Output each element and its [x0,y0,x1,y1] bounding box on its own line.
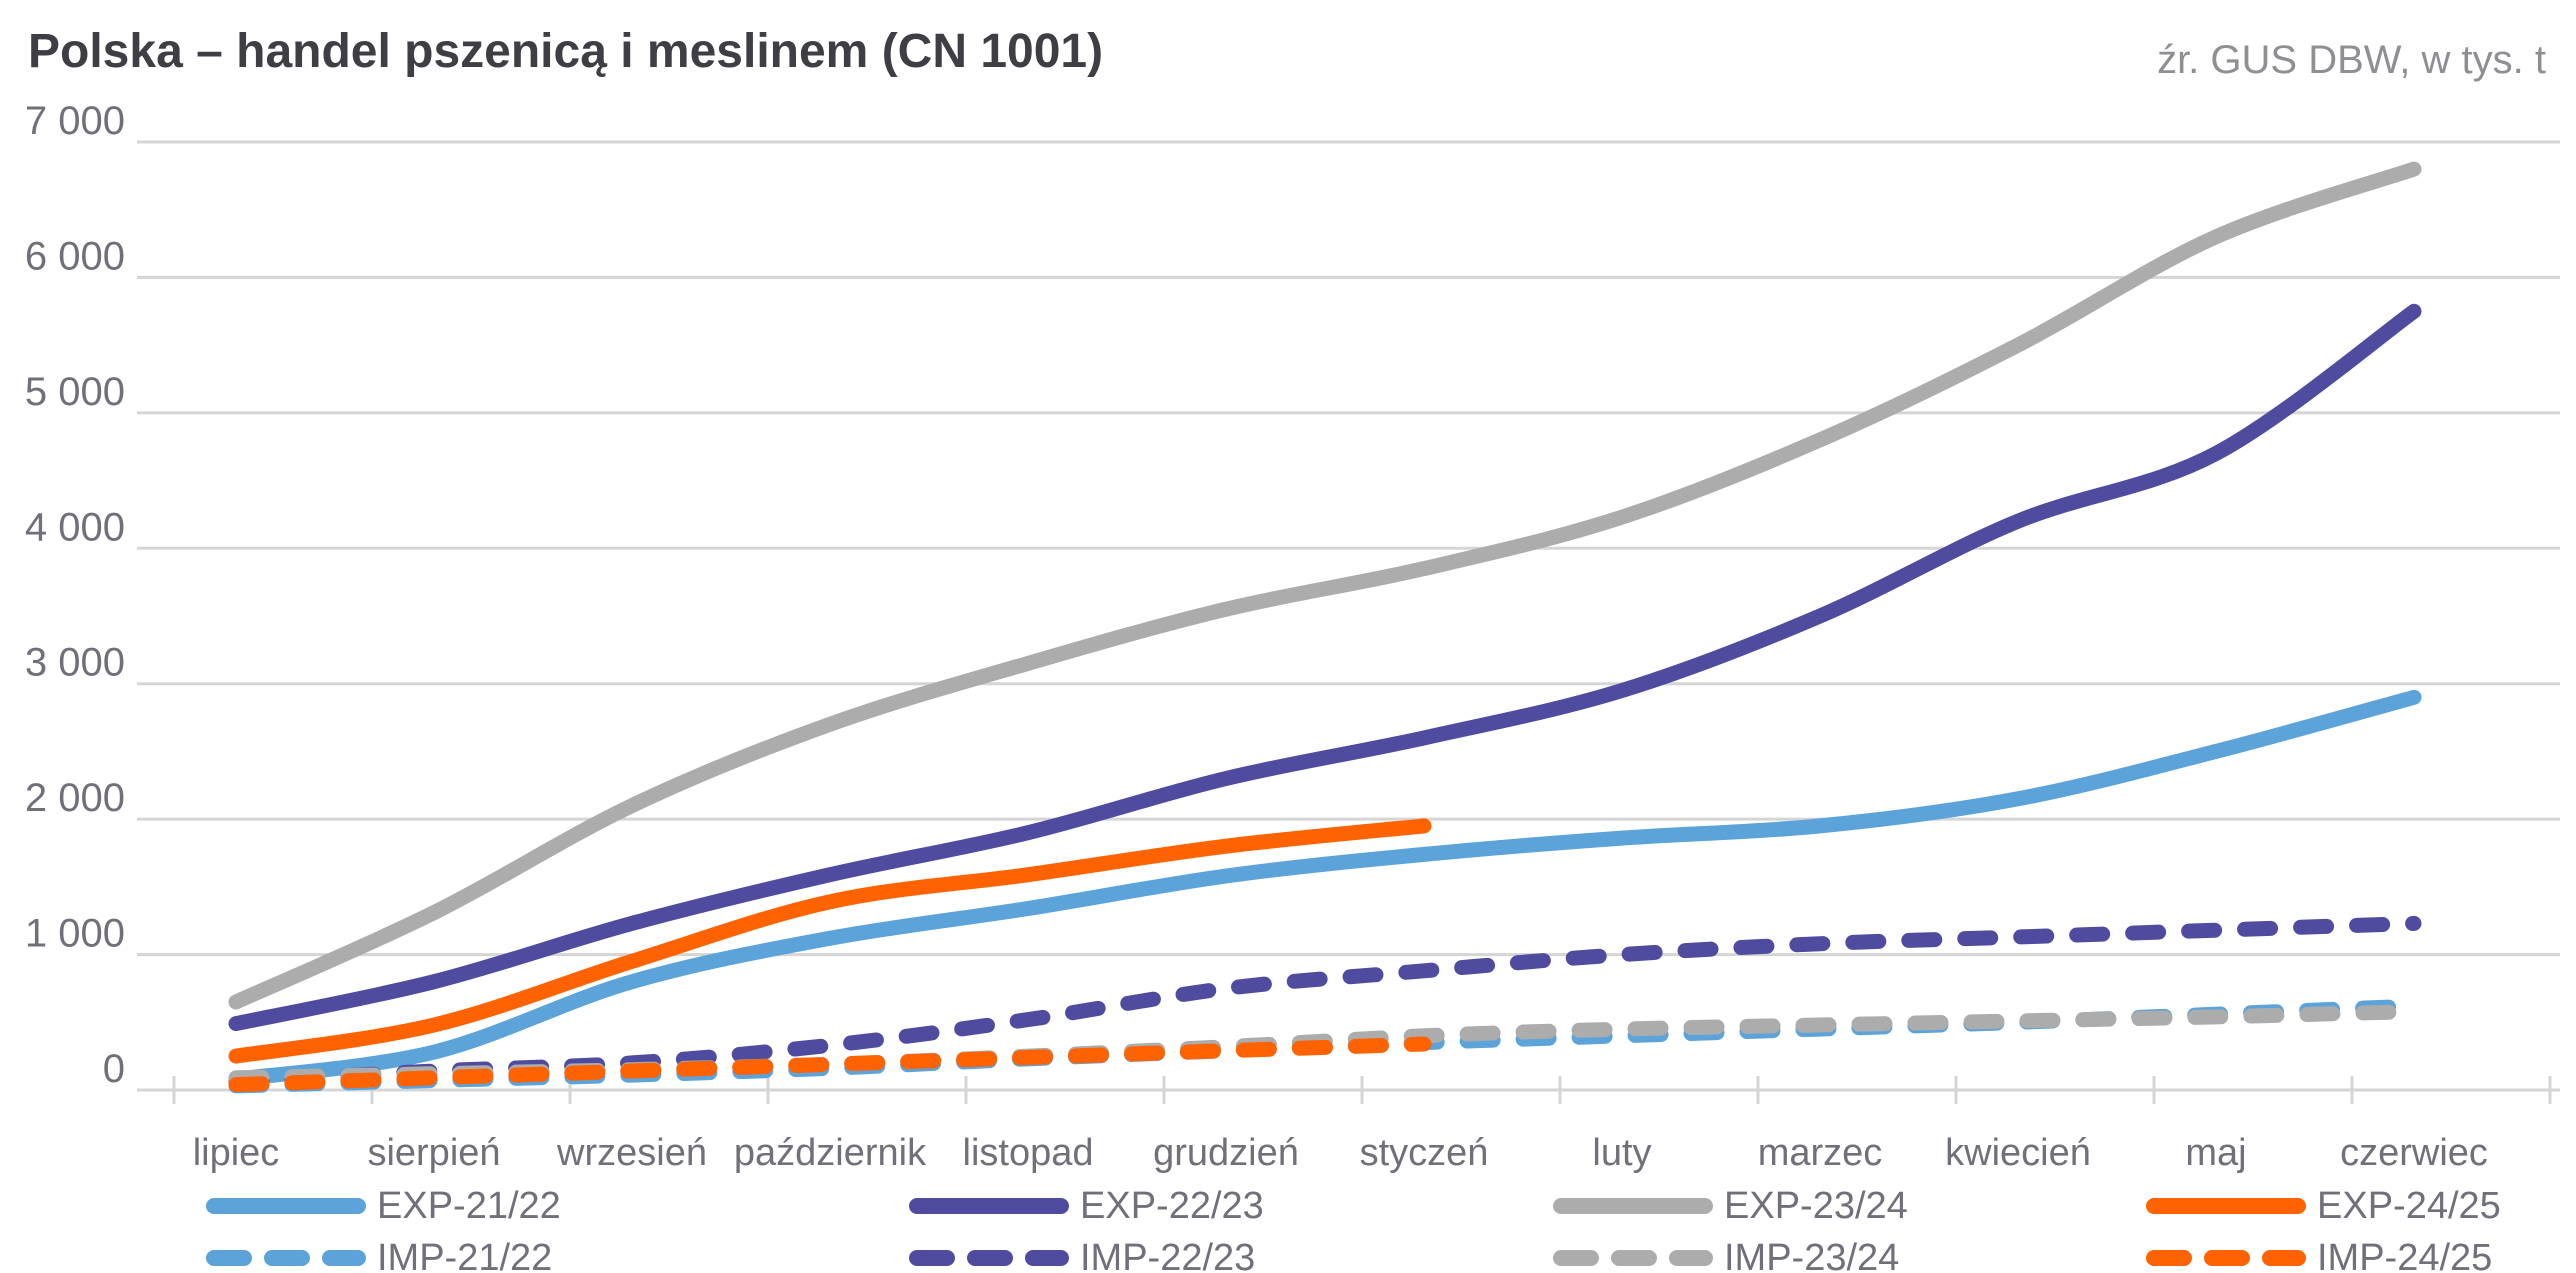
legend-item-exp-22-23: EXP-22/23 [908,1183,1264,1229]
legend-label: IMP-21/22 [377,1236,553,1273]
dashed-line-swatch-icon [2146,1250,2306,1266]
solid-line-swatch-icon [909,1198,1069,1214]
solid-line-swatch-icon [1553,1198,1713,1214]
x-axis-label: lipiec [193,1132,280,1174]
series-line-exp-23-24 [228,161,2422,1010]
chart-title: Polska – handel pszenicą i meslinem (CN … [28,25,1104,78]
series-line-exp-22-23 [228,303,2422,1032]
solid-line-swatch-icon [206,1198,366,1214]
legend-label: IMP-23/24 [1724,1236,1900,1273]
dashed-line-swatch-icon [1553,1250,1713,1266]
series-line-exp-24-25 [228,818,1432,1064]
legend-item-imp-21-22: IMP-21/22 [205,1235,552,1273]
legend-item-imp-24-25: IMP-24/25 [2145,1235,2492,1273]
legend-label: IMP-22/23 [1080,1236,1256,1273]
legend-label: EXP-21/22 [377,1184,561,1227]
legend-label: EXP-23/24 [1724,1184,1908,1227]
y-axis-label: 3 000 [25,641,125,685]
solid-line-swatch-icon [2146,1198,2306,1214]
series-line-imp-24-25 [228,1036,1432,1093]
legend-label: IMP-24/25 [2317,1236,2493,1273]
y-axis-label: 5 000 [25,370,125,414]
x-axis-label: październik [734,1132,927,1174]
x-axis-label: grudzień [1153,1132,1299,1174]
x-axis-label: sierpień [367,1132,500,1174]
series-line-exp-21-22 [228,689,2422,1087]
legend-item-exp-21-22: EXP-21/22 [205,1183,561,1229]
x-axis-label: listopad [963,1132,1094,1174]
dashed-line-swatch-icon [909,1250,1069,1266]
source-note: źr. GUS DBW, w tys. t [2157,38,2546,82]
y-axis-label: 6 000 [25,234,125,278]
x-axis-label: czerwiec [2340,1132,2488,1174]
x-axis-label: styczeń [1360,1132,1489,1174]
y-axis-label: 2 000 [25,776,125,820]
legend-item-exp-23-24: EXP-23/24 [1552,1183,1908,1229]
x-axis-label: marzec [1758,1132,1883,1174]
y-axis-label: 7 000 [25,99,125,143]
legend-label: EXP-24/25 [2317,1184,2501,1227]
legend-label: EXP-22/23 [1080,1184,1264,1227]
x-axis-label: maj [2185,1132,2246,1174]
y-axis-label: 4 000 [25,505,125,549]
y-axis-label: 0 [103,1047,125,1091]
x-axis-label: kwiecień [1945,1132,2091,1174]
x-axis-label: luty [1592,1132,1651,1174]
dashed-line-swatch-icon [206,1250,366,1266]
legend-item-exp-24-25: EXP-24/25 [2145,1183,2501,1229]
series-line-imp-22-23 [228,915,2422,1090]
legend-item-imp-22-23: IMP-22/23 [908,1235,1255,1273]
y-axis-label: 1 000 [25,912,125,956]
legend-item-imp-23-24: IMP-23/24 [1552,1235,1899,1273]
x-axis-label: wrzesień [556,1132,707,1174]
